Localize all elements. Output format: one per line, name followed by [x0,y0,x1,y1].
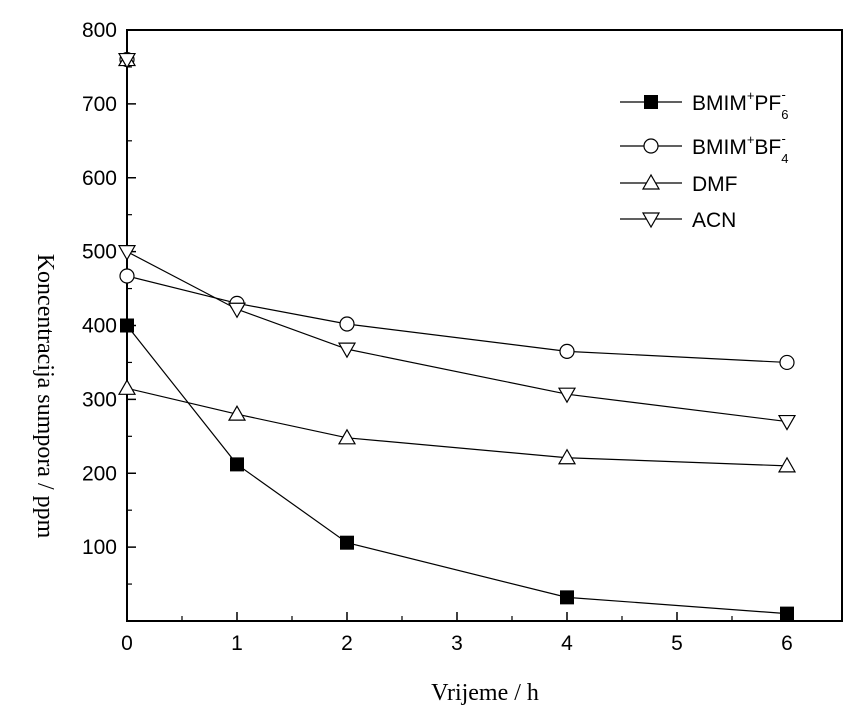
x-tick-label: 1 [231,632,243,655]
y-tick-label: 100 [82,536,117,559]
x-axis-title: Vrijeme / h [431,680,539,706]
legend-item: ACN [620,209,736,232]
x-tick-label: 0 [121,632,133,655]
series-BMIM+PF6- [120,318,794,621]
y-tick-label: 800 [82,19,117,42]
data-point [557,448,577,465]
plot-frame [126,29,843,622]
legend-item: BMIM+BF4- [620,131,789,166]
x-tick-label: 4 [561,632,573,655]
data-point [227,302,247,319]
legend-label: BMIM+PF6- [692,87,789,122]
data-point [777,456,797,473]
y-tick-label: 700 [82,93,117,116]
series-BMIM+BF4- [119,268,795,371]
data-point [337,428,357,445]
initial-point-triangle-down [117,52,137,69]
data-point [337,342,357,359]
data-point [339,316,355,332]
legend-marker [643,138,659,154]
data-point [560,590,574,605]
y-tick-label: 600 [82,167,117,190]
legend-marker [641,212,661,229]
x-tick-label: 5 [671,632,683,655]
data-point [557,387,577,404]
data-point [559,343,575,359]
legend: BMIM+PF6- BMIM+BF4- DMF ACN [620,87,789,232]
y-tick-label: 200 [82,462,117,485]
x-tick-label: 3 [451,632,463,655]
series-line [126,275,788,364]
y-tick-label: 500 [82,241,117,264]
data-point [120,318,134,333]
data-point [227,404,247,421]
series-line [126,387,788,467]
y-axis-title: Koncentracija sumpora / ppm [32,254,58,539]
data-point [777,414,797,431]
data-point [779,354,795,371]
y-tick-label: 300 [82,388,117,411]
legend-label: ACN [692,209,736,232]
legend-label: DMF [692,173,738,196]
data-point [340,535,354,550]
y-tick-label: 400 [82,315,117,338]
series-DMF [117,379,797,473]
x-tick-label: 6 [781,632,793,655]
legend-item: DMF [620,173,738,196]
legend-label: BMIM+BF4- [692,131,789,166]
data-point [230,457,244,472]
x-tick-label: 2 [341,632,353,655]
initial-point [117,50,137,69]
series-line [126,251,788,423]
series-line [126,325,788,615]
series-layer [117,50,797,621]
data-point [117,245,137,261]
legend-marker [641,173,661,190]
legend-marker [644,95,658,109]
axes: 0 1 2 3 4 5 6 100 200 300 400 500 600 700 800 [82,19,793,655]
data-point [117,379,137,395]
data-point [119,268,135,284]
legend-item: BMIM+PF6- [620,87,789,122]
series-ACN [117,245,797,431]
data-point [780,606,794,621]
